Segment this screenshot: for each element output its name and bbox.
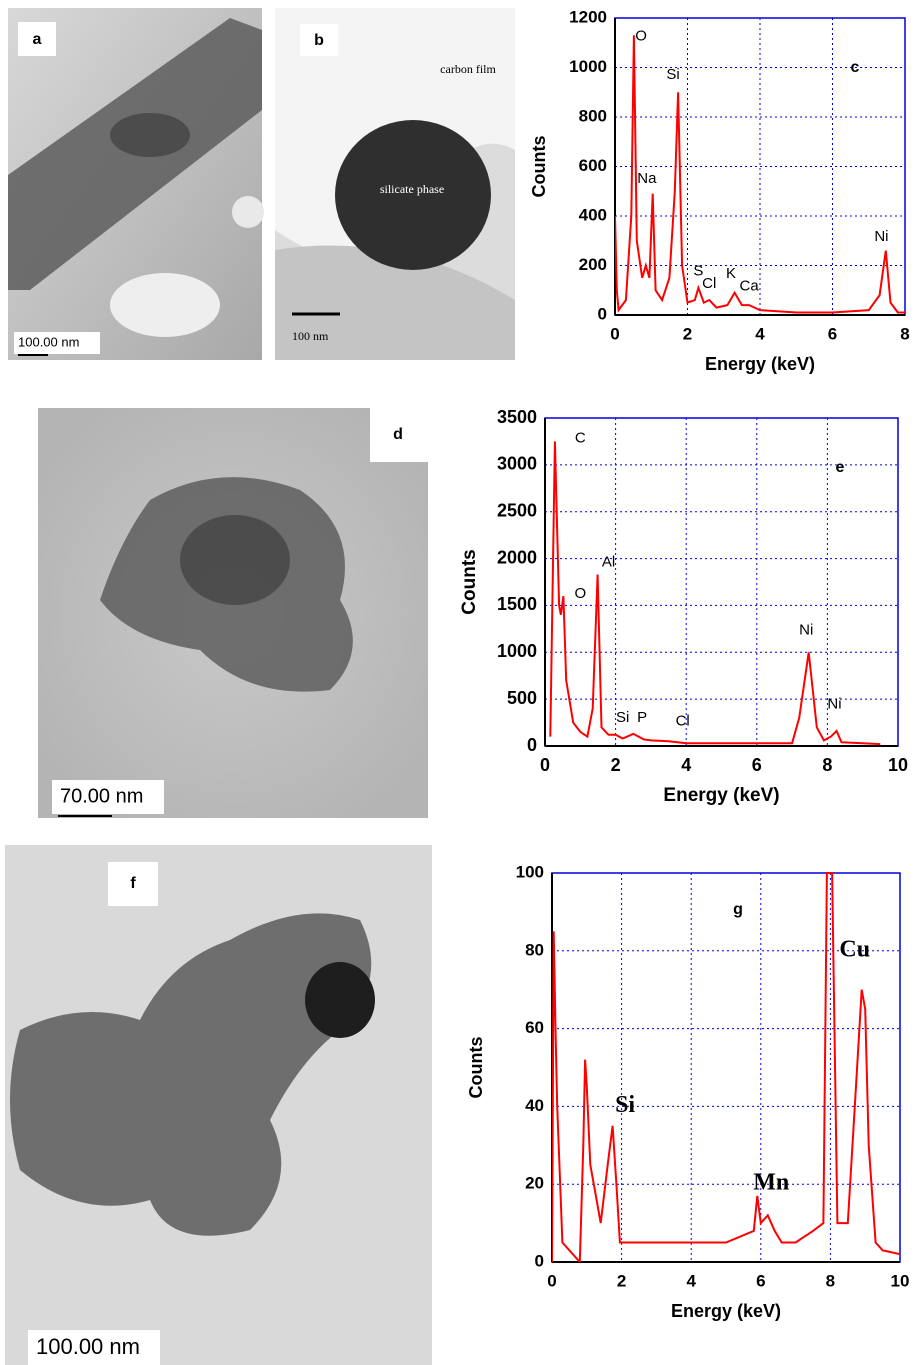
peak-label: Al [602, 553, 615, 570]
x-tick-label: 4 [686, 1271, 696, 1290]
peak-label: Cl [702, 275, 716, 292]
y-tick-label: 3000 [497, 454, 537, 474]
y-tick-label: 1500 [497, 594, 537, 614]
peak-label: Ni [799, 622, 813, 639]
x-tick-label: 10 [891, 1271, 910, 1290]
y-tick-label: 500 [507, 688, 537, 708]
x-tick-label: 0 [547, 1271, 556, 1290]
scale-label: 100 nm [292, 329, 329, 343]
x-tick-label: 6 [828, 324, 837, 343]
x-tick-label: 8 [822, 755, 832, 775]
panel-label: g [733, 901, 743, 918]
y-tick-label: 0 [598, 304, 607, 323]
panel-label: f [130, 875, 136, 892]
x-tick-label: 4 [755, 324, 765, 343]
peak-label: C [575, 430, 586, 447]
y-tick-label: 0 [527, 735, 537, 755]
y-tick-label: 0 [535, 1251, 544, 1270]
scale-label: 100.00 nm [36, 1334, 140, 1359]
x-axis-label: Energy (keV) [663, 785, 779, 806]
peak-label: Si [615, 1092, 635, 1118]
spectrum-line [549, 441, 881, 746]
y-tick-label: 800 [579, 106, 607, 125]
x-tick-label: 8 [900, 324, 909, 343]
y-tick-label: 60 [525, 1018, 544, 1037]
x-axis-label: Energy (keV) [705, 354, 815, 374]
peak-label: Cu [839, 936, 870, 962]
x-tick-label: 6 [752, 755, 762, 775]
panel-label: b [314, 32, 324, 49]
micrograph-d: d 70.00 nm [38, 408, 428, 818]
peak-label: Si [616, 709, 629, 726]
peak-label: P [637, 709, 647, 726]
peak-label: Mn [753, 1170, 789, 1196]
peak-label: Ni [827, 696, 841, 713]
spectrum-line [552, 872, 900, 1262]
scale-label: 70.00 nm [60, 785, 143, 807]
y-tick-label: 1000 [497, 641, 537, 661]
x-tick-label: 2 [683, 324, 692, 343]
y-tick-label: 40 [525, 1096, 544, 1115]
panel-label: e [836, 459, 845, 476]
x-tick-label: 2 [611, 755, 621, 775]
peak-label: Ca [740, 278, 760, 295]
x-tick-label: 4 [681, 755, 691, 775]
y-tick-label: 2000 [497, 547, 537, 567]
x-tick-label: 6 [756, 1271, 765, 1290]
annotation: silicate phase [380, 182, 444, 196]
y-tick-label: 2500 [497, 500, 537, 520]
x-tick-label: 8 [826, 1271, 835, 1290]
x-tick-label: 2 [617, 1271, 626, 1290]
micrograph-a: a 100.00 nm [8, 8, 264, 360]
x-tick-label: 0 [610, 324, 619, 343]
peak-label: Na [637, 170, 657, 187]
x-tick-label: 0 [540, 755, 550, 775]
annotation: carbon film [440, 62, 496, 76]
plot-frame [551, 872, 901, 1263]
spectrum-line [615, 35, 905, 314]
y-tick-label: 600 [579, 156, 607, 175]
micrograph-b: b carbon film silicate phase 100 nm [275, 8, 515, 360]
peak-label: K [726, 265, 736, 282]
y-axis-label: Counts [529, 136, 549, 198]
peak-label: O [574, 585, 586, 602]
panel-label: a [33, 31, 42, 48]
micrograph-f: f 100.00 nm [5, 845, 432, 1365]
y-tick-label: 400 [579, 205, 607, 224]
peak-label: S [693, 263, 703, 280]
panel-label: c [851, 59, 860, 76]
y-tick-label: 100 [516, 862, 544, 881]
y-tick-label: 1200 [569, 7, 607, 26]
x-tick-label: 10 [888, 755, 908, 775]
peak-label: O [635, 28, 647, 45]
scale-label: 100.00 nm [18, 334, 79, 349]
peak-label: Cl [676, 713, 690, 730]
y-tick-label: 80 [525, 940, 544, 959]
peak-label: Si [666, 66, 679, 83]
y-tick-label: 1000 [569, 57, 607, 76]
y-tick-label: 3500 [497, 407, 537, 427]
x-axis-label: Energy (keV) [671, 1301, 781, 1321]
peak-label: Ni [874, 228, 888, 245]
y-tick-label: 20 [525, 1174, 544, 1193]
y-axis-label: Counts [459, 549, 480, 614]
y-tick-label: 200 [579, 255, 607, 274]
y-axis-label: Counts [466, 1037, 486, 1099]
panel-label: d [393, 426, 403, 443]
